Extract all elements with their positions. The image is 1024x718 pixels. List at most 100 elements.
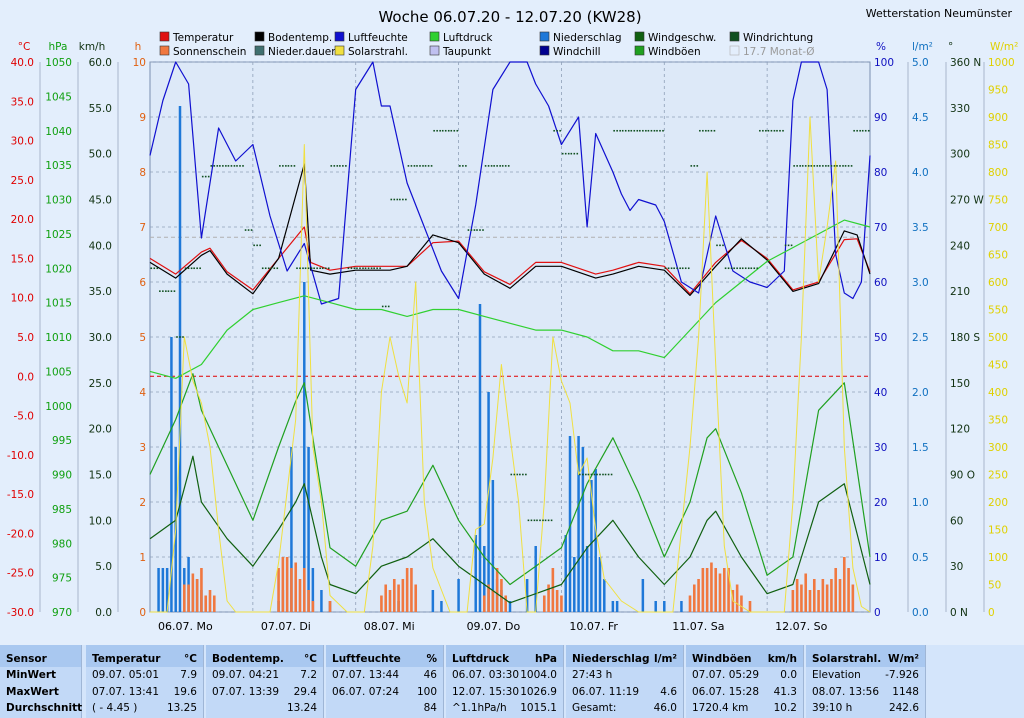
stats-cell: 07.07. 13:41: [92, 685, 159, 698]
bar-niederschlag: [178, 106, 182, 612]
bar-niederschlag: [457, 579, 460, 612]
dot-windrichtung: [756, 267, 759, 270]
bar-sonnenschein: [551, 568, 555, 612]
dot-windrichtung: [165, 290, 167, 292]
stats-row: Gesamt: 46.0: [566, 700, 683, 717]
tick-label-temp: -10.0: [7, 450, 34, 462]
tick-label-rain: 1.5: [912, 442, 929, 454]
tick-label-humidity: 20: [874, 497, 887, 509]
dot-windrichtung: [747, 267, 750, 270]
stats-cell: 7.9: [180, 669, 197, 682]
line-windgeschw-: [149, 455, 871, 604]
weather-chart: 40.0 35.0 30.0 25.0 20.0 15.0 10.0 5.0 0.0 -5.0 -1…: [0, 0, 1024, 645]
tick-label-sun: 2: [139, 497, 146, 509]
tick-label-pressure: 985: [52, 504, 72, 516]
axis-unit-solar: W/m²: [990, 41, 1018, 53]
legend-label: Windgeschw.: [648, 32, 716, 44]
tick-label-wind: 45.0: [89, 195, 112, 207]
dot-windrichtung: [287, 165, 290, 167]
dot-windrichtung: [310, 267, 313, 270]
bar-sonnenschein: [847, 568, 850, 612]
dot-windrichtung: [847, 165, 850, 167]
tick-label-sun: 5: [139, 332, 146, 344]
dot-windrichtung: [822, 165, 824, 167]
bar-sonnenschein: [414, 584, 418, 612]
tick-label-sun: 0: [139, 607, 146, 619]
axes: 40.035.030.025.020.015.010.05.00.0-5.0-1…: [7, 41, 1019, 619]
bar-sonnenschein: [718, 573, 722, 612]
bar-sonnenschein: [727, 568, 730, 612]
tick-label-wind: 60.0: [89, 57, 112, 69]
dot-windrichtung: [864, 129, 867, 132]
dot-windrichtung: [496, 165, 498, 167]
stats-cell: 1026.9: [520, 685, 557, 698]
bar-sonnenschein: [542, 595, 546, 612]
bar-sonnenschein: [380, 595, 383, 612]
tick-label-pressure: 1020: [45, 263, 72, 275]
stats-row: 39:10 h 242.6: [806, 700, 925, 717]
dot-windrichtung: [316, 267, 318, 270]
stats-cell: 07.07. 13:39: [212, 685, 279, 698]
dot-windrichtung: [339, 165, 341, 167]
stats-cell: -7.926: [885, 669, 919, 682]
bar-sonnenschein: [311, 601, 315, 612]
tick-label-pressure: 1015: [45, 298, 72, 310]
dot-windrichtung: [784, 244, 787, 247]
axis-unit-wind: km/h: [79, 41, 106, 53]
day-label: 10.07. Fr: [569, 620, 618, 633]
dot-windrichtung: [659, 129, 661, 132]
stats-cell: 10.2: [773, 702, 797, 715]
dot-windrichtung: [204, 175, 207, 178]
bar-niederschlag: [577, 436, 580, 612]
bar-niederschlag: [491, 480, 495, 612]
bar-niederschlag: [431, 590, 435, 612]
tick-label-solar: 600: [988, 277, 1008, 289]
day-label: 11.07. Sa: [672, 620, 724, 633]
dot-windrichtung: [313, 267, 315, 270]
dot-windrichtung: [702, 129, 704, 132]
dot-windrichtung: [753, 267, 756, 270]
tick-label-wind: 25.0: [89, 378, 112, 390]
stats-header: Solarstrahl. W/m²: [806, 645, 925, 667]
dot-windrichtung: [356, 267, 358, 270]
bar-sonnenschein: [825, 584, 829, 612]
tick-label-temp: -20.0: [7, 528, 34, 540]
stats-cell: 06.07. 07:24: [332, 685, 399, 698]
dot-windrichtung: [536, 519, 538, 522]
dot-windrichtung: [825, 165, 827, 167]
dot-windrichtung: [507, 165, 510, 167]
dot-windrichtung: [441, 129, 444, 132]
dot-windrichtung: [296, 267, 298, 270]
day-label: 06.07. Mo: [158, 620, 213, 633]
tick-label-sun: 9: [139, 112, 146, 124]
dot-windrichtung: [422, 165, 424, 167]
stats-header-unit: l/m²: [654, 653, 677, 665]
tick-label-solar: 450: [988, 360, 1008, 372]
tick-label-solar: 500: [988, 332, 1008, 344]
bar-sonnenschein: [714, 568, 718, 612]
stats-cell: 7.2: [300, 669, 317, 682]
bar-sonnenschein: [294, 562, 298, 612]
tick-label-temp: -15.0: [7, 489, 34, 501]
bar-sonnenschein: [328, 601, 332, 612]
tick-label-temp: -5.0: [14, 411, 35, 423]
stats-cell: 13.25: [166, 702, 197, 715]
stats-row: 12.07. 15:30 1026.9: [446, 684, 563, 701]
dot-windrichtung: [616, 129, 618, 132]
stats-header: Luftfeuchte%: [326, 645, 443, 667]
dot-windrichtung: [767, 129, 770, 132]
bar-sonnenschein: [204, 595, 208, 612]
stats-cell: 1148: [892, 685, 919, 698]
dot-windrichtung: [501, 165, 504, 167]
bar-niederschlag: [487, 392, 490, 612]
dot-windrichtung: [561, 152, 564, 155]
tick-label-rain: 3.5: [912, 222, 929, 234]
dot-windrichtung: [399, 198, 401, 201]
dot-windrichtung: [273, 267, 276, 270]
dot-windrichtung: [770, 129, 773, 132]
tick-label-solar: 400: [988, 387, 1008, 399]
bar-niederschlag: [680, 601, 683, 612]
stats-cell: 4.6: [660, 685, 677, 698]
dot-windrichtung: [765, 129, 767, 132]
bar-sonnenschein: [791, 590, 795, 612]
